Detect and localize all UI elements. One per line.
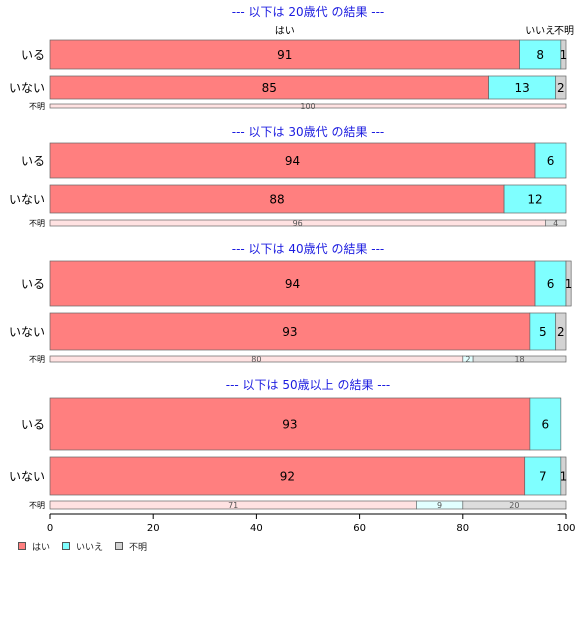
- bar-segment-yes-inai: [49, 184, 505, 214]
- bar-segment-unknown-fumei: [462, 500, 567, 510]
- bar-segment-yes-inai: [49, 456, 526, 496]
- data-label-unknown: 1: [560, 48, 568, 62]
- data-label-unknown: 4: [553, 219, 558, 228]
- row-label: 不明: [29, 219, 45, 228]
- bar-segment-no-inai: [503, 184, 567, 214]
- bar-segment-unknown-fumei: [545, 219, 567, 227]
- bar-segment-yes-iru: [49, 39, 520, 70]
- x-axis-tick-label: 60: [353, 523, 366, 534]
- data-label-yes: 93: [282, 325, 297, 339]
- row-label: いる: [21, 154, 45, 168]
- bar-segment-unknown-fumei: [472, 355, 567, 363]
- panel-title: --- 以下は 50歳以上 の結果 ---: [226, 378, 391, 392]
- legend-label-unknown: 不明: [129, 542, 148, 553]
- data-label-no: 12: [527, 193, 542, 207]
- x-axis-tick-label: 100: [556, 523, 575, 534]
- data-label-yes: 80: [251, 355, 261, 364]
- bar-segment-unknown-inai: [555, 312, 567, 351]
- row-label: 不明: [29, 501, 45, 510]
- bar-segment-yes-iru: [49, 142, 536, 179]
- data-label-no: 8: [536, 48, 544, 62]
- data-label-yes: 91: [277, 48, 292, 62]
- bar-segment-unknown-inai: [560, 456, 567, 496]
- legend-label-no: いいえ: [76, 542, 104, 553]
- data-label-no: 6: [547, 277, 555, 291]
- data-label-yes: 94: [285, 277, 300, 291]
- legend-label-yes: はい: [32, 542, 51, 553]
- top-label-unknown: 不明: [554, 25, 574, 37]
- x-axis-tick-label: 40: [250, 523, 263, 534]
- data-label-yes: 100: [300, 102, 315, 111]
- row-label: 不明: [29, 102, 45, 111]
- bar-segment-yes-inai: [49, 312, 531, 351]
- data-label-unknown: 18: [514, 355, 524, 364]
- bar-segment-no-iru: [534, 142, 567, 179]
- data-label-unknown: 2: [557, 81, 565, 95]
- chart-legend: はい いいえ 不明: [18, 539, 159, 553]
- row-label: いる: [21, 418, 45, 432]
- x-axis-tick-label: 80: [456, 523, 469, 534]
- bar-segment-no-iru: [529, 397, 562, 451]
- panel-title: --- 以下は 20歳代 の結果 ---: [232, 5, 385, 19]
- data-label-no: 2: [465, 355, 470, 364]
- data-label-yes: 96: [293, 219, 303, 228]
- row-label: 不明: [29, 355, 45, 364]
- data-label-yes: 88: [269, 193, 284, 207]
- bar-segment-yes-fumei: [49, 103, 567, 109]
- row-label: いない: [9, 325, 45, 339]
- bar-segment-no-inai: [524, 456, 562, 496]
- row-label: いない: [9, 81, 45, 95]
- data-label-no: 6: [547, 154, 555, 168]
- legend-swatch-no: [62, 542, 71, 550]
- legend-item-yes: はい: [18, 540, 50, 553]
- top-label-no: いいえ: [525, 25, 555, 37]
- panel-title: --- 以下は 30歳代 の結果 ---: [232, 125, 385, 139]
- data-label-unknown: 20: [509, 501, 519, 510]
- data-label-yes: 93: [282, 418, 297, 432]
- top-label-yes: はい: [275, 25, 295, 37]
- legend-swatch-yes: [18, 542, 26, 550]
- bar-segment-no-iru: [534, 260, 567, 307]
- data-label-yes: 94: [285, 154, 300, 168]
- data-label-unknown: 2: [557, 325, 565, 339]
- row-label: いない: [9, 193, 45, 207]
- x-axis-tick-label: 20: [147, 523, 160, 534]
- data-label-yes: 92: [280, 470, 295, 484]
- data-label-no: 7: [539, 470, 547, 484]
- bar-segment-yes-iru: [49, 260, 536, 307]
- data-label-no: 13: [514, 81, 529, 95]
- legend-item-no: いいえ: [62, 540, 103, 553]
- x-axis-tick-label: 0: [47, 523, 53, 534]
- panel-title: --- 以下は 40歳代 の結果 ---: [232, 242, 385, 256]
- legend-item-unknown: 不明: [115, 540, 147, 553]
- data-label-no: 5: [539, 325, 547, 339]
- data-label-unknown: 1: [560, 470, 568, 484]
- data-label-no: 6: [542, 418, 550, 432]
- data-label-unknown: 1: [565, 277, 573, 291]
- row-label: いる: [21, 48, 45, 62]
- row-label: いる: [21, 277, 45, 291]
- bar-segment-unknown-inai: [555, 75, 567, 100]
- legend-swatch-unknown: [115, 542, 124, 550]
- row-label: いない: [9, 470, 45, 484]
- data-label-no: 9: [437, 501, 442, 510]
- bar-segment-unknown-iru: [560, 39, 567, 70]
- bar-segment-unknown-iru: [565, 260, 572, 307]
- data-label-yes: 85: [262, 81, 277, 95]
- data-label-yes: 71: [228, 501, 238, 510]
- bar-segment-no-iru: [519, 39, 562, 70]
